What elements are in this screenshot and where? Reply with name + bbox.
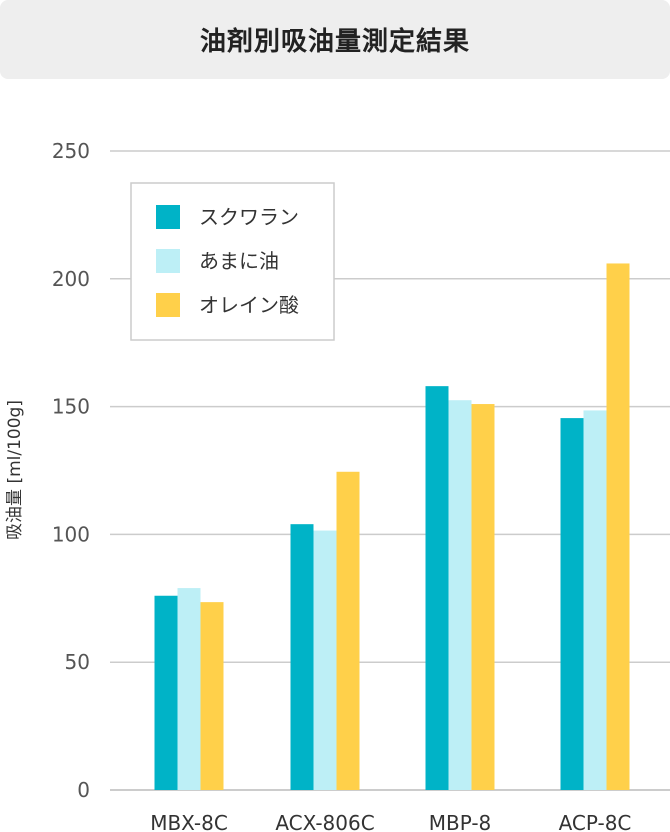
y-tick-label: 150 xyxy=(52,395,90,419)
bar xyxy=(583,410,607,790)
bar xyxy=(425,386,449,790)
y-tick-label: 250 xyxy=(52,139,90,163)
bar xyxy=(177,588,201,790)
chart-title-banner: 油剤別吸油量測定結果 xyxy=(0,0,670,79)
y-tick-label: 0 xyxy=(77,778,90,802)
bar xyxy=(200,602,224,790)
bar xyxy=(560,418,584,790)
bar xyxy=(313,530,337,790)
x-category-label: ACX-806C xyxy=(275,811,374,832)
y-tick-label: 200 xyxy=(52,267,90,291)
bar xyxy=(471,404,495,790)
legend-swatch xyxy=(156,205,180,229)
bar xyxy=(606,263,630,790)
bar xyxy=(448,400,472,790)
x-category-label: MBX-8C xyxy=(150,811,228,832)
legend-label: オレイン酸 xyxy=(199,293,299,317)
legend-label: あまに油 xyxy=(199,249,279,273)
x-axis-categories: MBX-8C ACX-806C MBP-8 ACP-8C xyxy=(150,811,631,832)
x-category-label: MBP-8 xyxy=(429,811,492,832)
x-category-label: ACP-8C xyxy=(559,811,632,832)
bar xyxy=(290,524,314,790)
bar xyxy=(336,471,360,790)
y-axis-ticks: 0 50 100 150 200 250 xyxy=(52,139,90,802)
legend-swatch xyxy=(156,249,180,273)
y-tick-label: 100 xyxy=(52,522,90,546)
chart-title: 油剤別吸油量測定結果 xyxy=(199,27,470,57)
bar xyxy=(154,595,178,790)
legend-label: スクワラン xyxy=(199,205,299,229)
y-tick-label: 50 xyxy=(65,650,90,674)
y-axis-label: 吸油量 [ml/100g] xyxy=(5,400,25,540)
legend-swatch xyxy=(156,293,180,317)
bars xyxy=(154,263,630,790)
